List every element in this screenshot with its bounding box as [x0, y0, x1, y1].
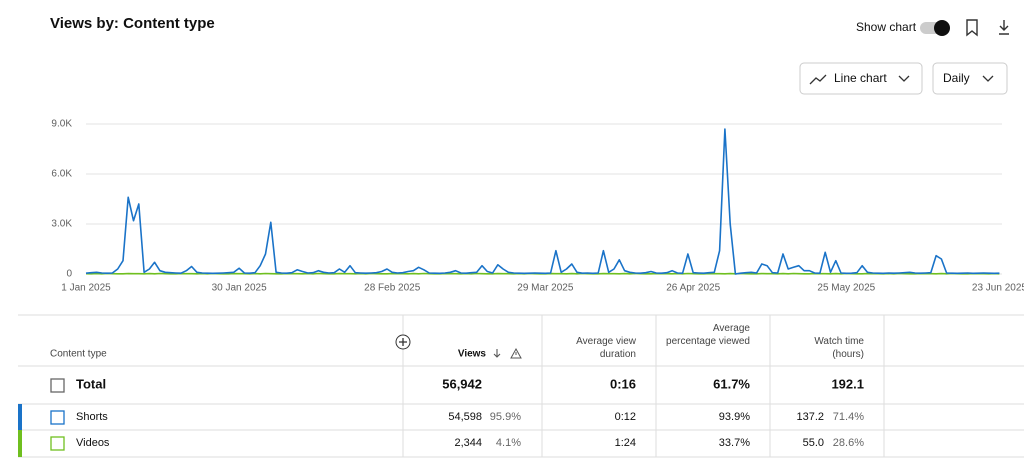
x-tick-label: 26 Apr 2025 [666, 283, 720, 294]
toggle-label: Show chart [856, 20, 917, 34]
table-cell: 55.0 [803, 437, 824, 449]
checkbox[interactable] [50, 410, 65, 425]
interval-dropdown[interactable] [932, 62, 1008, 95]
interval-label: Daily [943, 71, 970, 85]
x-tick-label: 25 May 2025 [817, 283, 875, 294]
column-header: Content type [50, 349, 107, 360]
y-tick-label: 0 [66, 269, 72, 280]
x-tick-label: 1 Jan 2025 [61, 283, 111, 294]
line-chart: 0 3.0K 6.0K 9.0K 1 Jan 2025 30 Jan 2025 28 Feb… [51, 119, 1024, 294]
column-header: Average percentage viewed [666, 323, 750, 347]
chevron [982, 75, 994, 82]
chart-type-label: Line chart [834, 71, 887, 85]
bookmark-icon[interactable] [966, 19, 978, 37]
x-tick-label: 28 Feb 2025 [364, 283, 421, 294]
checkbox[interactable] [50, 436, 65, 451]
checkbox[interactable] [50, 378, 65, 393]
header-line: (hours) [832, 349, 864, 360]
table-cell: 4.1% [496, 437, 521, 449]
y-tick-label: 3.0K [51, 219, 72, 230]
series-color-bar [18, 430, 22, 457]
warning-icon [510, 347, 522, 359]
download-icon[interactable] [999, 20, 1009, 35]
sort-arrow[interactable] [493, 349, 501, 358]
header-line: Average [713, 323, 751, 334]
table-cell: 54,598 [448, 411, 482, 423]
chart-type-dropdown[interactable] [799, 62, 923, 95]
table-cell: 61.7% [713, 376, 750, 391]
header-line: duration [600, 349, 636, 360]
table-cell: 56,942 [442, 376, 482, 391]
column-header: Watch time (hours) [814, 336, 864, 360]
table-cell: 33.7% [719, 437, 750, 449]
line-icon [809, 74, 827, 85]
table-cell: 95.9% [490, 411, 521, 423]
chevron [898, 75, 910, 82]
table-cell: 2,344 [454, 437, 482, 449]
table-cell: Videos [76, 437, 110, 449]
title: Views by: Content type [50, 15, 215, 32]
header-line: Watch time [814, 336, 864, 347]
toggle-knob[interactable] [934, 20, 950, 36]
table-cell: 93.9% [719, 411, 750, 423]
y-tick-label: 6.0K [51, 169, 72, 180]
table-cell: Total [76, 376, 106, 391]
y-tick-label: 9.0K [51, 119, 72, 130]
table-cell: 71.4% [833, 411, 864, 423]
table-cell: Shorts [76, 411, 108, 423]
series-line [85, 128, 1000, 275]
header-line: percentage viewed [666, 336, 750, 347]
x-tick-label: 30 Jan 2025 [212, 283, 267, 294]
x-tick-label: 29 Mar 2025 [517, 283, 574, 294]
series-color-bar [18, 404, 22, 430]
table-cell: 137.2 [796, 411, 824, 423]
header-line: Average view [576, 336, 637, 347]
column-header: Average view duration [576, 336, 637, 360]
plus-icon [399, 338, 407, 346]
column-header: Views [458, 349, 487, 360]
table-cell: 0:16 [610, 376, 636, 391]
table-cell: 1:24 [615, 437, 636, 449]
table-cell: 192.1 [831, 376, 864, 391]
x-tick-label: 23 Jun 2025 [972, 283, 1024, 294]
table-cell: 0:12 [615, 411, 636, 423]
table-cell: 28.6% [833, 437, 864, 449]
